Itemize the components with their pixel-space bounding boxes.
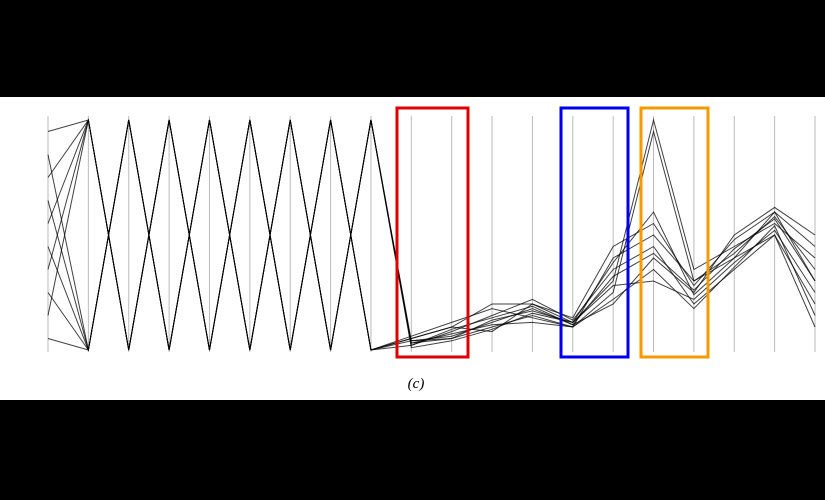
figure-panel: [0, 97, 825, 400]
highlight-red: [395, 106, 470, 359]
data-line: [47, 119, 816, 351]
lines: [47, 118, 816, 352]
axes: [47, 116, 816, 352]
highlight-orange: [639, 106, 710, 359]
data-line: [47, 119, 816, 351]
caption: (c): [408, 376, 425, 392]
highlight-blue: [559, 106, 630, 359]
